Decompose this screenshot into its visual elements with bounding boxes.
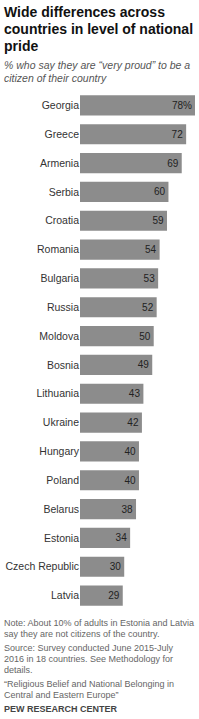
svg-text:Russia: Russia: [47, 301, 79, 313]
html-text:Note: About 10% of adults in E: Note: About 10% of adults in Estonia and…: [4, 618, 195, 639]
svg-text:78%: 78%: [172, 100, 192, 111]
svg-text:72: 72: [172, 129, 184, 140]
svg-text:59: 59: [152, 215, 164, 226]
svg-text:Georgia: Georgia: [42, 99, 80, 111]
svg-text:Armenia: Armenia: [40, 157, 79, 169]
html-text:Source: Survey conducted June: Source: Survey conducted June 2015-July …: [4, 643, 174, 675]
svg-text:53: 53: [144, 273, 156, 284]
svg-text:43: 43: [129, 388, 141, 399]
svg-text:Moldova: Moldova: [39, 330, 79, 342]
svg-text:Ukraine: Ukraine: [43, 416, 79, 428]
svg-text:Belarus: Belarus: [43, 503, 79, 515]
svg-text:29: 29: [108, 590, 120, 601]
svg-text:30: 30: [110, 561, 122, 572]
html-text:“Religious Belief and National: “Religious Belief and National Belonging…: [4, 679, 175, 700]
svg-text:34: 34: [116, 532, 128, 543]
svg-text:40: 40: [124, 475, 136, 486]
svg-text:50: 50: [139, 331, 151, 342]
svg-text:52: 52: [142, 302, 154, 313]
svg-text:38: 38: [121, 504, 133, 515]
svg-text:Bosnia: Bosnia: [47, 359, 79, 371]
svg-text:40: 40: [124, 446, 136, 457]
svg-text:Croatia: Croatia: [45, 214, 79, 226]
svg-text:Greece: Greece: [45, 128, 80, 140]
html-text:% who say they are “very proud: % who say they are “very proud” to be a …: [4, 59, 191, 84]
svg-text:Czech Republic: Czech Republic: [5, 560, 79, 572]
svg-text:49: 49: [138, 359, 150, 370]
svg-text:Serbia: Serbia: [49, 186, 80, 198]
html-text:PEW RESEARCH CENTER: PEW RESEARCH CENTER: [4, 704, 117, 714]
svg-text:54: 54: [145, 244, 157, 255]
svg-text:Latvia: Latvia: [51, 589, 79, 601]
svg-text:Poland: Poland: [46, 474, 79, 486]
html-text:Wide differences across countr: Wide differences across countries in lev…: [4, 4, 193, 54]
svg-text:69: 69: [167, 158, 179, 169]
svg-text:42: 42: [127, 417, 139, 428]
svg-text:60: 60: [154, 186, 166, 197]
svg-text:Bulgaria: Bulgaria: [40, 272, 79, 284]
svg-text:Estonia: Estonia: [44, 532, 79, 544]
svg-text:Hungary: Hungary: [39, 445, 79, 457]
svg-text:Romania: Romania: [37, 243, 79, 255]
svg-text:Lithuania: Lithuania: [36, 387, 79, 399]
